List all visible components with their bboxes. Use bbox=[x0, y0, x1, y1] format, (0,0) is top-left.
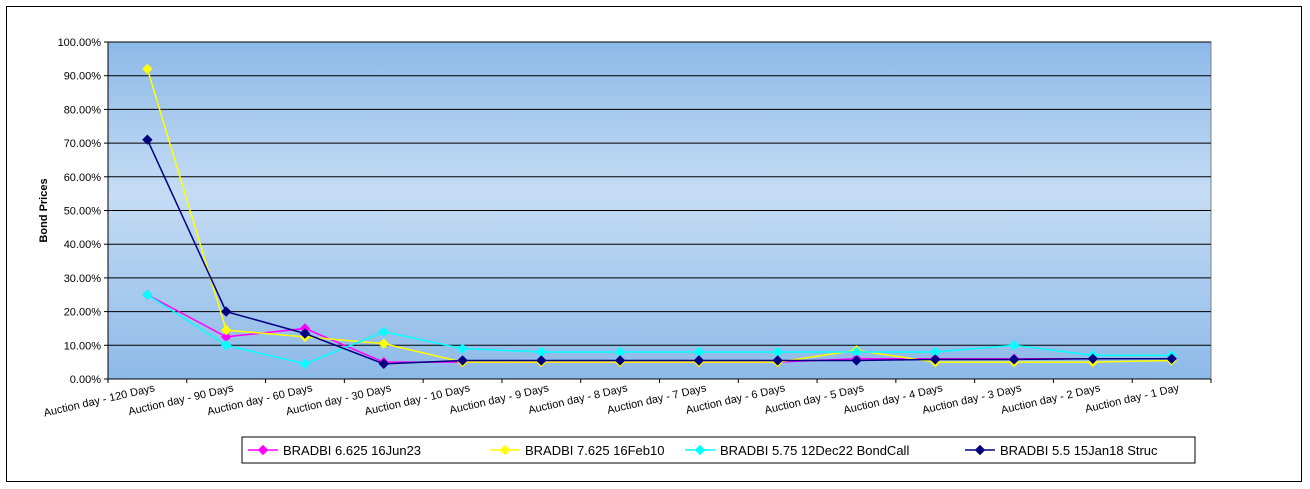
series-4 bbox=[142, 134, 1177, 370]
y-tick-label: 40.00% bbox=[64, 239, 102, 251]
data-point bbox=[1166, 353, 1177, 364]
legend-item: BRADBI 5.75 12Dec22 BondCall bbox=[685, 443, 909, 458]
data-point bbox=[772, 355, 783, 366]
y-tick-label: 100.00% bbox=[58, 37, 102, 49]
data-point bbox=[693, 355, 705, 366]
data-point bbox=[142, 134, 153, 145]
y-axis-label: Bond Prices bbox=[38, 178, 50, 242]
y-tick-label: 30.00% bbox=[64, 273, 102, 285]
legend-label: BRADBI 7.625 16Feb10 bbox=[525, 443, 664, 458]
y-tick-label: 20.00% bbox=[64, 307, 102, 319]
legend-marker bbox=[499, 444, 511, 456]
y-tick-label: 10.00% bbox=[64, 340, 102, 352]
data-point bbox=[1087, 353, 1099, 364]
y-tick-label: 80.00% bbox=[64, 104, 102, 116]
legend-item: BRADBI 6.625 16Jun23 bbox=[248, 443, 421, 458]
data-point bbox=[299, 328, 311, 339]
data-point bbox=[220, 324, 232, 336]
legend-item: BRADBI 5.5 15Jan18 Struc bbox=[965, 443, 1158, 458]
y-tick-label: 0.00% bbox=[70, 374, 101, 386]
legend-label: BRADBI 5.75 12Dec22 BondCall bbox=[720, 443, 909, 458]
legend-marker bbox=[257, 444, 269, 456]
line-chart: 0.00% 10.00% 20.00% 30.00% 40.00% 50.00% 60.00… bbox=[38, 37, 1212, 464]
data-point bbox=[1008, 354, 1020, 365]
legend: BRADBI 6.625 16Jun23 BRADBI 7.625 16Feb10… bbox=[241, 436, 1196, 464]
y-tick-label: 50.00% bbox=[64, 206, 102, 218]
y-tick-label: 90.00% bbox=[64, 71, 102, 83]
data-point bbox=[299, 358, 311, 370]
data-point bbox=[378, 326, 389, 338]
data-point bbox=[930, 354, 941, 365]
series-line bbox=[146, 139, 1172, 365]
data-point bbox=[536, 355, 547, 366]
data-point bbox=[220, 340, 232, 351]
legend-marker bbox=[694, 444, 706, 456]
legend-box bbox=[241, 436, 1196, 464]
y-tick-label: 60.00% bbox=[64, 172, 102, 184]
data-point bbox=[378, 358, 389, 370]
data-point bbox=[457, 355, 468, 366]
data-point bbox=[378, 338, 389, 349]
data-point bbox=[142, 63, 153, 75]
legend-marker bbox=[974, 444, 986, 456]
legend-item: BRADBI 7.625 16Feb10 bbox=[490, 443, 664, 458]
legend-label: BRADBI 5.5 15Jan18 Struc bbox=[1000, 443, 1158, 458]
data-point bbox=[614, 355, 626, 366]
data-point bbox=[142, 289, 153, 300]
gridlines bbox=[108, 41, 1211, 346]
y-tick-label: 70.00% bbox=[64, 138, 102, 150]
data-point bbox=[851, 355, 862, 366]
data-point bbox=[1008, 340, 1020, 351]
legend-label: BRADBI 6.625 16Jun23 bbox=[283, 443, 421, 458]
series-line bbox=[146, 294, 1172, 365]
data-point bbox=[457, 343, 468, 354]
series-lines bbox=[142, 63, 1177, 370]
chart-frame: 0.00% 10.00% 20.00% 30.00% 40.00% 50.00% 60.00… bbox=[6, 6, 1302, 482]
data-point bbox=[220, 306, 232, 317]
